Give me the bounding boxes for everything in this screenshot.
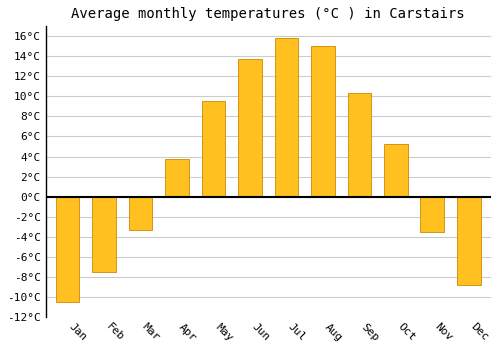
Bar bbox=[202, 102, 226, 197]
Title: Average monthly temperatures (°C ) in Carstairs: Average monthly temperatures (°C ) in Ca… bbox=[72, 7, 465, 21]
Bar bbox=[128, 197, 152, 230]
Bar bbox=[311, 46, 334, 197]
Bar bbox=[274, 38, 298, 197]
Bar bbox=[384, 145, 407, 197]
Bar bbox=[457, 197, 480, 285]
Bar bbox=[165, 159, 189, 197]
Bar bbox=[238, 60, 262, 197]
Bar bbox=[56, 197, 80, 302]
Bar bbox=[92, 197, 116, 272]
Bar bbox=[348, 93, 371, 197]
Bar bbox=[420, 197, 444, 232]
